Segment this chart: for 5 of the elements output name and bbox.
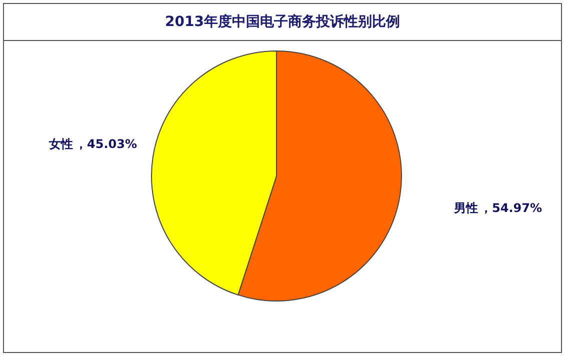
data-label: ，54.97%: [480, 200, 542, 215]
slice-label: 女性: [48, 137, 73, 152]
data-label: ，45.03%: [74, 137, 137, 152]
chart-title: 2013年度中国电子商务投诉性别比例: [4, 4, 561, 41]
slice-label: 男性: [453, 200, 478, 215]
